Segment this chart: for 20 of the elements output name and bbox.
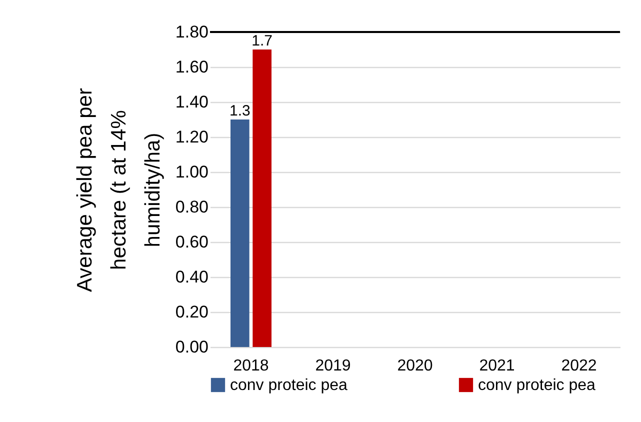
y-tick-label: 1.20 [175, 128, 208, 146]
y-tick-label: 0.60 [175, 232, 208, 252]
y-tick-label: 0.80 [175, 198, 208, 216]
y-tick-label: 1.80 [175, 22, 208, 42]
y-tick-label: 0.20 [175, 302, 208, 322]
data-label: 1.7 [252, 32, 273, 50]
y-axis-title: Average yield pea per hectare (t at 14% humidity/ha) [73, 88, 164, 292]
y-tick-label: 1.60 [175, 58, 208, 76]
y-tick-label: 1.00 [175, 162, 208, 182]
x-tick-label: 2020 [397, 358, 433, 374]
y-tick-label: 1.40 [175, 92, 208, 112]
y-tick-label: 0.40 [175, 268, 208, 286]
data-label: 1.3 [229, 102, 250, 120]
x-tick-label: 2022 [561, 358, 597, 374]
legend-label: conv proteic pea [478, 377, 596, 394]
x-tick-label: 2019 [315, 358, 351, 374]
x-tick-label: 2018 [233, 358, 269, 374]
x-tick-label: 2021 [479, 358, 515, 374]
y-tick-label: 0.00 [175, 338, 208, 356]
legend-label: conv proteic pea [230, 377, 348, 394]
